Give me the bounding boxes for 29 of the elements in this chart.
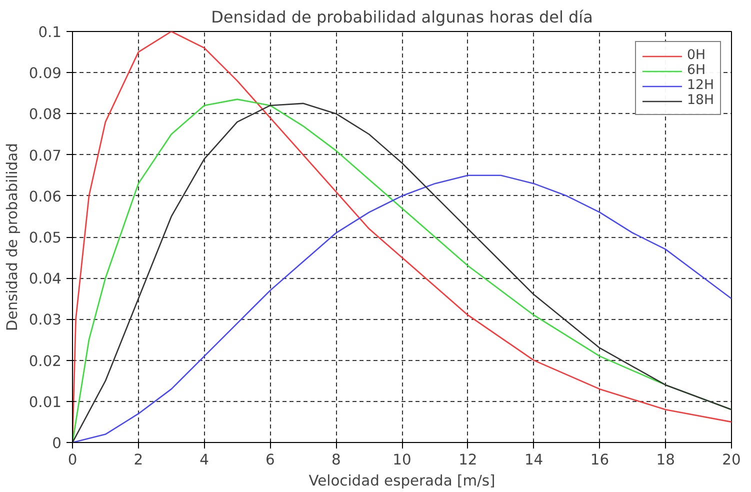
x-tick-label: 2 [134,452,144,468]
x-tick-label: 10 [392,452,412,468]
y-axis-title: Densidad de probabilidad [4,143,21,331]
x-axis-title: Velocidad esperada [m/s] [308,472,496,490]
x-tick-label: 16 [590,452,610,468]
y-tick-label: 0.1 [38,24,62,41]
x-tick-label: 20 [722,452,741,468]
legend-label: 6H [687,63,707,78]
y-tick-label: 0.04 [28,270,62,288]
y-tick-label: 0 [52,435,62,452]
legend-label: 0H [687,48,707,63]
legend-label: 18H [687,93,714,108]
y-tick-label: 0.01 [28,394,62,411]
y-tick-label: 0.08 [28,106,62,124]
x-tick-label: 18 [656,452,675,468]
x-tick-label: 14 [524,452,544,468]
x-tick-label: 12 [458,452,478,468]
x-tick-label: 4 [200,452,209,468]
y-tick-label: 0.03 [28,312,62,329]
y-tick-label: 0.09 [28,65,62,82]
y-tick-label: 0.07 [28,147,62,164]
y-tick-label: 0.02 [28,352,62,370]
x-tick-label: 8 [331,452,341,468]
chart-title: Densidad de probabilidad algunas horas del día [211,8,593,26]
legend-label: 12H [687,78,714,93]
x-tick-label: 0 [68,452,78,468]
y-tick-label: 0.05 [28,230,62,246]
y-tick-label: 0.06 [28,188,62,206]
x-tick-label: 6 [266,452,275,468]
